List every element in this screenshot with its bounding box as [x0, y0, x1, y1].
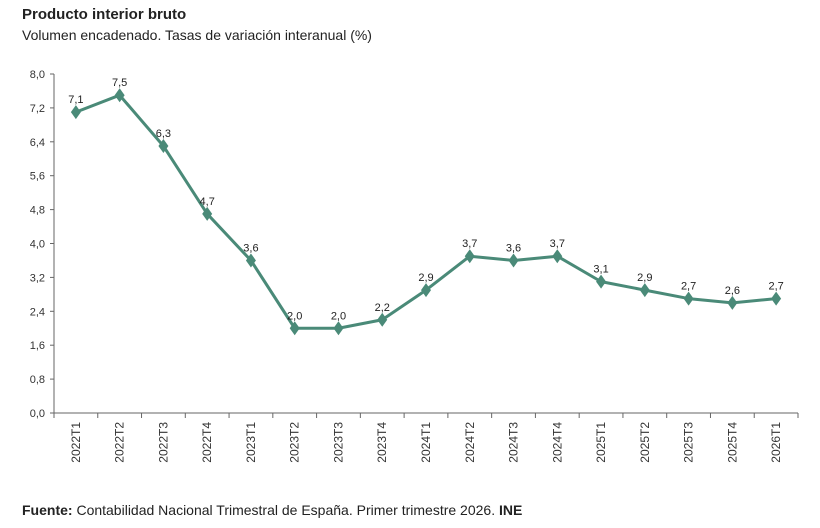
y-tick-label: 2,4 — [30, 306, 45, 318]
x-tick-label: 2022T3 — [156, 422, 170, 463]
data-point-marker — [552, 249, 563, 264]
data-point-marker — [158, 139, 169, 154]
data-label: 2,9 — [418, 272, 433, 284]
data-label: 7,5 — [112, 77, 127, 89]
x-tick-label: 2023T2 — [288, 422, 302, 463]
x-tick-label: 2025T1 — [594, 422, 608, 463]
y-tick-label: 6,4 — [30, 137, 45, 149]
y-tick-label: 5,6 — [30, 171, 45, 183]
data-point-marker — [333, 321, 344, 336]
x-tick-label: 2022T2 — [113, 422, 127, 463]
data-label: 6,3 — [156, 128, 171, 140]
y-tick-label: 4,8 — [30, 205, 45, 217]
data-label: 2,9 — [637, 272, 652, 284]
data-point-marker — [377, 312, 388, 327]
data-label: 3,6 — [243, 242, 258, 254]
x-tick-label: 2025T2 — [638, 422, 652, 463]
data-point-marker — [683, 291, 694, 306]
x-tick-label: 2022T4 — [200, 422, 214, 463]
source-org: INE — [498, 502, 523, 518]
y-tick-label: 8,0 — [30, 69, 45, 81]
y-tick-label: 3,2 — [30, 272, 45, 284]
source-label: Fuente: — [22, 502, 73, 518]
x-tick-label: 2024T4 — [550, 422, 564, 463]
data-point-marker — [727, 295, 738, 310]
data-point-marker — [289, 321, 300, 336]
data-label: 3,6 — [506, 242, 521, 254]
x-tick-label: 2023T3 — [331, 422, 345, 463]
x-tick-label: 2024T1 — [419, 422, 433, 463]
x-tick-label: 2026T1 — [769, 422, 783, 463]
data-label: 2,6 — [725, 285, 740, 297]
data-point-marker — [421, 283, 431, 298]
data-label: 7,1 — [68, 94, 83, 106]
data-point-marker — [114, 88, 125, 103]
data-point-marker — [70, 105, 81, 120]
y-tick-label: 0,8 — [30, 374, 45, 386]
x-tick-label: 2022T1 — [69, 422, 83, 463]
x-tick-label: 2023T4 — [375, 422, 389, 463]
data-point-marker — [639, 283, 650, 298]
chart-subtitle: Volumen encadenado. Tasas de variación i… — [22, 27, 372, 43]
source-text: Contabilidad Nacional Trimestral de Espa… — [72, 502, 499, 518]
data-label: 2,7 — [768, 281, 783, 293]
y-tick-label: 7,2 — [30, 103, 45, 115]
y-tick-label: 0,0 — [30, 408, 45, 420]
data-point-marker — [771, 291, 782, 306]
data-label: 2,0 — [287, 310, 302, 322]
x-tick-label: 2024T2 — [463, 422, 477, 463]
x-tick-label: 2023T1 — [244, 422, 258, 463]
data-label: 2,2 — [375, 302, 390, 314]
x-tick-label: 2024T3 — [507, 422, 521, 463]
y-tick-label: 4,0 — [30, 239, 45, 251]
data-point-marker — [202, 206, 213, 221]
source-footer: Fuente: Contabilidad Nacional Trimestral… — [22, 502, 522, 518]
data-label: 3,1 — [593, 264, 608, 276]
x-tick-label: 2025T4 — [725, 422, 739, 463]
y-tick-label: 1,6 — [30, 340, 45, 352]
data-point-marker — [596, 274, 607, 289]
chart-title: Producto interior bruto — [22, 6, 187, 23]
data-point-marker — [245, 253, 256, 268]
data-label: 2,7 — [681, 281, 696, 293]
data-label: 4,7 — [200, 196, 215, 208]
data-label: 2,0 — [331, 310, 346, 322]
data-point-marker — [464, 249, 475, 264]
data-label: 3,7 — [550, 238, 565, 250]
x-tick-label: 2025T3 — [682, 422, 696, 463]
data-point-marker — [508, 253, 519, 268]
data-label: 3,7 — [462, 238, 477, 250]
